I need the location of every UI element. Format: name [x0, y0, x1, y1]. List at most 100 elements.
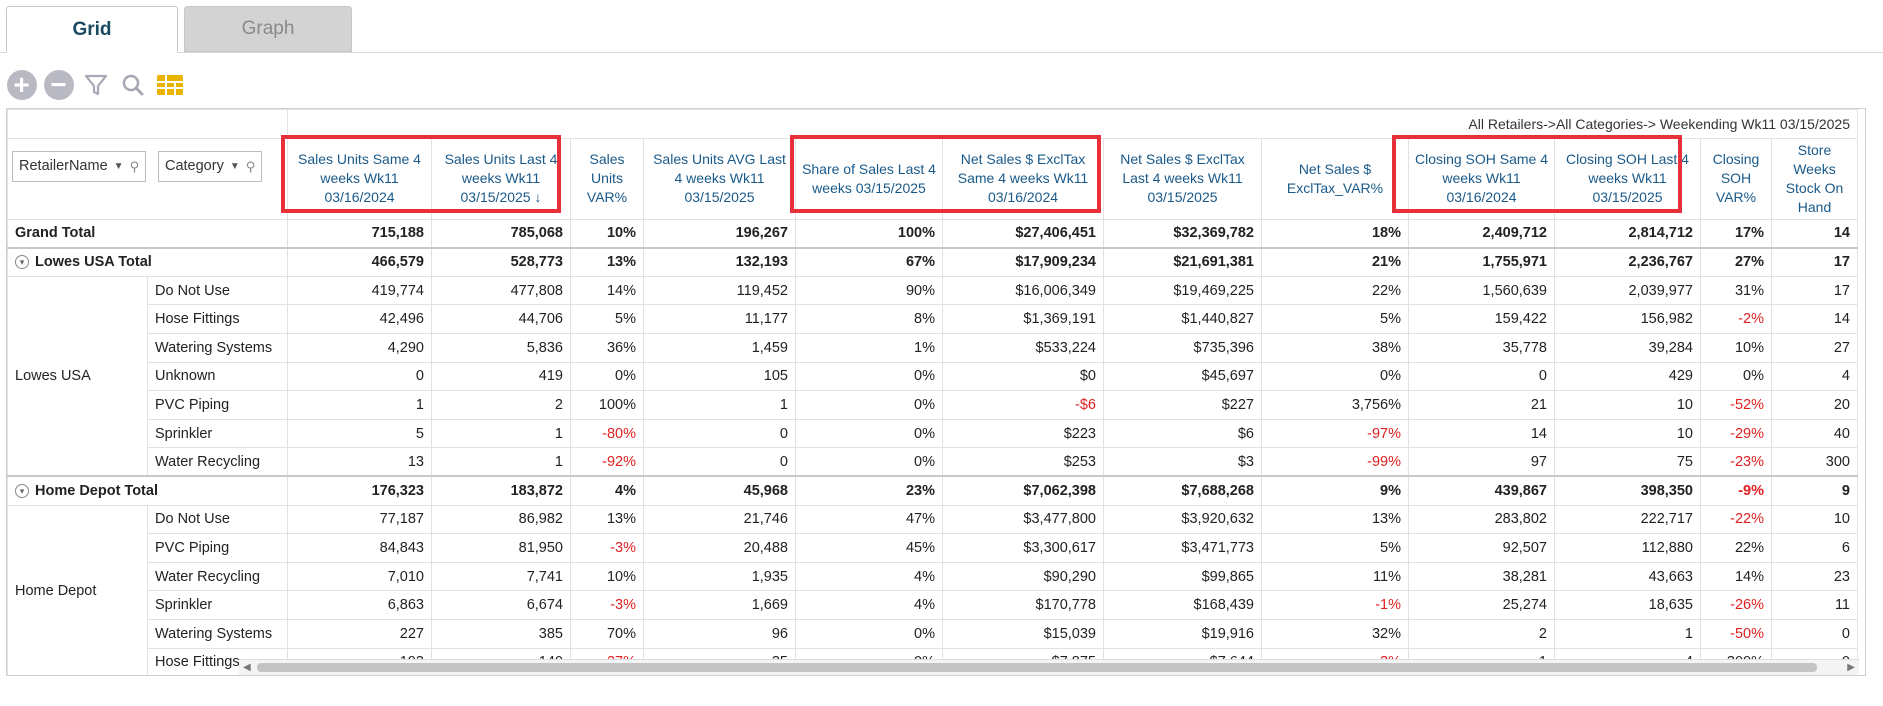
pin-icon[interactable]: ⚲: [245, 158, 256, 174]
chevron-down-icon[interactable]: ▼: [113, 160, 124, 172]
add-glyph: +: [6, 70, 37, 100]
table-row: Water Recycling 7,010 7,741 10% 1,935 4% $90,2…: [8, 561, 1858, 592]
retailer-dimension[interactable]: RetailerName ▼ ⚲: [12, 150, 147, 182]
table-row: Sprinkler 6,863 6,674 -3% 1,669 4% $170,778 $16…: [8, 590, 1858, 620]
value-cell: 1: [643, 390, 796, 420]
value-cell: -52%: [1700, 390, 1772, 420]
value-cell: 86,982: [431, 504, 571, 535]
category-label: Watering Systems: [147, 332, 288, 363]
column-header[interactable]: Net Sales $ ExclTax Last 4 weeks Wk11 03…: [1103, 137, 1262, 220]
value-cell: 11%: [1261, 561, 1409, 592]
column-header[interactable]: Store Weeks Stock On Hand: [1771, 137, 1858, 220]
search-icon[interactable]: [117, 70, 148, 101]
scroll-right-icon[interactable]: ▶: [1847, 662, 1855, 673]
value-cell: 17: [1771, 275, 1858, 306]
value-cell: 3,756%: [1261, 390, 1409, 420]
value-cell: -22%: [1700, 504, 1772, 535]
value-cell: 17: [1771, 246, 1858, 277]
value-cell: 0%: [795, 618, 943, 649]
value-cell: 13%: [570, 504, 644, 535]
view-tabs: Grid Graph: [0, 0, 1883, 53]
column-header[interactable]: Net Sales $ ExclTax_VAR%: [1261, 137, 1409, 220]
filter-icon[interactable]: [80, 70, 111, 101]
breadcrumb: All Retailers->All Categories-> Weekendi…: [287, 109, 1858, 139]
value-cell: 0%: [795, 361, 943, 392]
value-cell: $3,920,632: [1103, 504, 1262, 535]
column-header[interactable]: Sales Units AVG Last 4 weeks Wk11 03/15/…: [643, 137, 796, 220]
value-cell: 0: [287, 361, 432, 392]
column-header[interactable]: Sales Units VAR%: [570, 137, 644, 220]
value-cell: 2,039,977: [1554, 275, 1701, 306]
value-cell: 119,452: [643, 275, 796, 306]
column-header[interactable]: Sales Units Same 4 weeks Wk11 03/16/2024: [287, 137, 432, 220]
value-cell: 8%: [795, 304, 943, 334]
value-cell: 439,867: [1408, 475, 1555, 506]
retailer-total-label: Home Depot Total: [35, 482, 158, 499]
column-header[interactable]: Closing SOH Last 4 weeks Wk11 03/15/2025: [1554, 137, 1701, 220]
horizontal-scrollbar[interactable]: ◀ ▶: [239, 659, 1859, 675]
value-cell: 159,422: [1408, 304, 1555, 334]
value-cell: 0%: [570, 361, 644, 392]
value-cell: 70%: [570, 618, 644, 649]
value-cell: 14: [1771, 304, 1858, 334]
column-header[interactable]: Closing SOH VAR%: [1700, 137, 1772, 220]
value-cell: 0: [1771, 618, 1858, 649]
value-cell: $21,691,381: [1103, 246, 1262, 277]
retailer-label: Home Depot: [7, 504, 148, 675]
value-cell: -2%: [1700, 304, 1772, 334]
value-cell: 5,836: [431, 332, 571, 363]
value-cell: -50%: [1700, 618, 1772, 649]
value-cell: $0: [942, 361, 1104, 392]
value-cell: 10: [1771, 504, 1858, 535]
value-cell: 785,068: [431, 218, 571, 249]
value-cell: $533,224: [942, 332, 1104, 363]
grid-toolbar: + −: [6, 68, 185, 102]
category-dimension-label: Category: [164, 157, 224, 174]
retailer-total-label: Lowes USA Total: [35, 254, 152, 271]
value-cell: -80%: [570, 418, 644, 449]
value-cell: 156,982: [1554, 304, 1701, 334]
category-label: Hose Fittings: [147, 304, 288, 334]
value-cell: $3: [1103, 447, 1262, 477]
tab-graph[interactable]: Graph: [184, 6, 352, 52]
value-cell: 0: [643, 418, 796, 449]
value-cell: 4,290: [287, 332, 432, 363]
value-cell: $32,369,782: [1103, 218, 1262, 249]
value-cell: 84,843: [287, 533, 432, 563]
chevron-down-icon[interactable]: ▼: [229, 160, 240, 172]
column-header[interactable]: Closing SOH Same 4 weeks Wk11 03/16/2024: [1408, 137, 1555, 220]
value-cell: 300: [1771, 447, 1858, 477]
value-cell: -1%: [1261, 590, 1409, 620]
value-cell: 9: [1771, 475, 1858, 506]
value-cell: -9%: [1700, 475, 1772, 506]
pin-icon[interactable]: ⚲: [129, 158, 140, 174]
category-label: Watering Systems: [147, 618, 288, 649]
remove-circle-icon[interactable]: −: [43, 70, 74, 101]
column-header[interactable]: Net Sales $ ExclTax Same 4 weeks Wk11 03…: [942, 137, 1104, 220]
table-row: PVC Piping 84,843 81,950 -3% 20,488 45% $3,300…: [8, 533, 1858, 563]
scroll-left-icon[interactable]: ◀: [243, 662, 251, 673]
scrollbar-thumb[interactable]: [257, 663, 1817, 672]
value-cell: 100%: [570, 390, 644, 420]
grid-layout-icon[interactable]: [154, 70, 185, 101]
column-header[interactable]: Sales Units Last 4 weeks Wk11 03/15/2025…: [431, 137, 571, 220]
value-cell: 36%: [570, 332, 644, 363]
column-header[interactable]: Share of Sales Last 4 weeks 03/15/2025: [795, 137, 943, 220]
category-dimension[interactable]: Category ▼ ⚲: [157, 150, 263, 182]
add-circle-icon[interactable]: +: [6, 70, 37, 101]
category-label: Sprinkler: [147, 418, 288, 449]
value-cell: 14%: [1700, 561, 1772, 592]
table-row: Lowes USA Do Not Use 419,774 477,808 14% 119,…: [7, 275, 1858, 477]
value-cell: 35,778: [1408, 332, 1555, 363]
collapse-icon[interactable]: ▾: [15, 255, 29, 270]
value-cell: 1,755,971: [1408, 246, 1555, 277]
value-cell: 44,706: [431, 304, 571, 334]
collapse-icon[interactable]: ▾: [15, 484, 29, 499]
category-label: Sprinkler: [147, 590, 288, 620]
value-cell: 0%: [795, 418, 943, 449]
value-cell: 429: [1554, 361, 1701, 392]
tab-grid[interactable]: Grid: [6, 6, 178, 53]
value-cell: 42,496: [287, 304, 432, 334]
value-cell: 6,863: [287, 590, 432, 620]
retailer-total-label-cell: ▾ Home Depot Total: [7, 475, 288, 506]
